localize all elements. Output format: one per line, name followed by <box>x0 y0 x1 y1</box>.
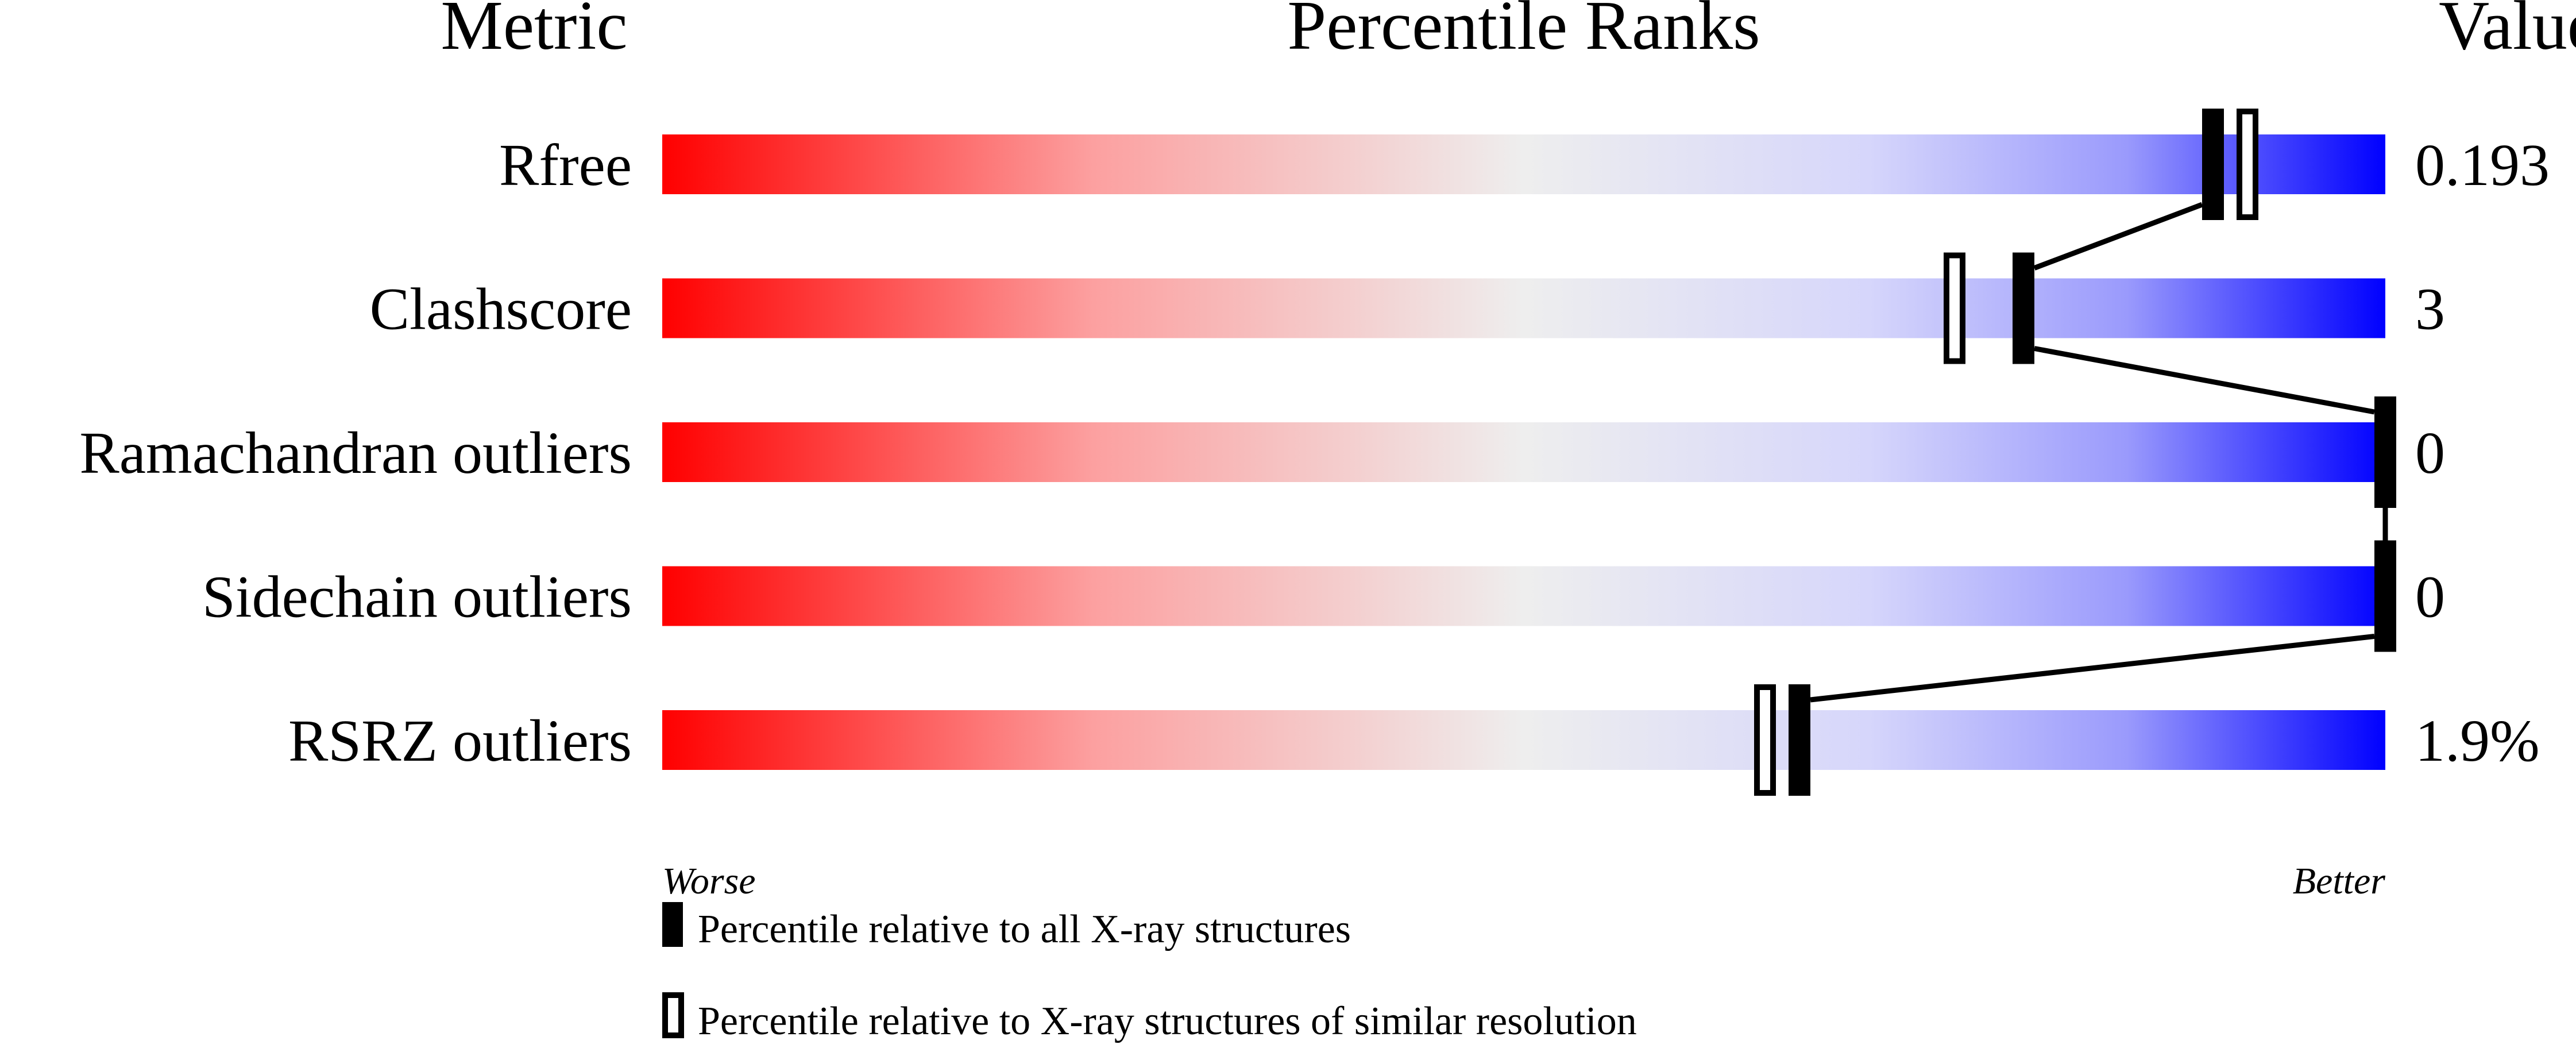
metric-value: 3 <box>2415 276 2445 342</box>
metric-value: 1.9% <box>2415 708 2540 774</box>
all-structures-marker <box>2374 540 2396 652</box>
metric-label: Ramachandran outliers <box>79 420 632 486</box>
percentile-bar <box>662 422 2385 482</box>
metric-label: RSRZ outliers <box>288 708 632 774</box>
metric-value: 0.193 <box>2415 132 2550 198</box>
all-structures-marker <box>2374 396 2396 508</box>
header-value: Value <box>2439 0 2576 64</box>
better-label: Better <box>2293 860 2386 902</box>
percentile-bar <box>662 278 2385 338</box>
worse-label: Worse <box>662 860 756 902</box>
legend-filled-marker <box>662 902 683 947</box>
metric-value: 0 <box>2415 420 2445 486</box>
connector-line <box>2033 202 2203 271</box>
percentile-bar <box>662 134 2385 194</box>
percentile-bar <box>662 566 2385 626</box>
header-metric: Metric <box>441 0 627 64</box>
connector-line <box>1810 634 2375 703</box>
similar-resolution-marker <box>1944 252 1965 364</box>
legend-filled-label: Percentile relative to all X-ray structu… <box>698 907 1351 951</box>
percentile-bar <box>662 710 2385 770</box>
header-percentile-ranks: Percentile Ranks <box>1287 0 1760 64</box>
similar-resolution-marker <box>2237 109 2258 220</box>
legend-open-marker <box>662 992 684 1038</box>
metric-value: 0 <box>2415 564 2445 630</box>
metric-label: Clashscore <box>370 276 632 342</box>
all-structures-marker <box>2202 109 2224 220</box>
metric-label: Rfree <box>499 132 632 198</box>
all-structures-marker <box>2013 252 2034 364</box>
metric-label: Sidechain outliers <box>202 564 632 630</box>
all-structures-marker <box>1789 684 1810 796</box>
legend-open-label: Percentile relative to X-ray structures … <box>698 999 1637 1043</box>
connector-line <box>2034 346 2375 415</box>
similar-resolution-marker <box>1754 684 1776 796</box>
